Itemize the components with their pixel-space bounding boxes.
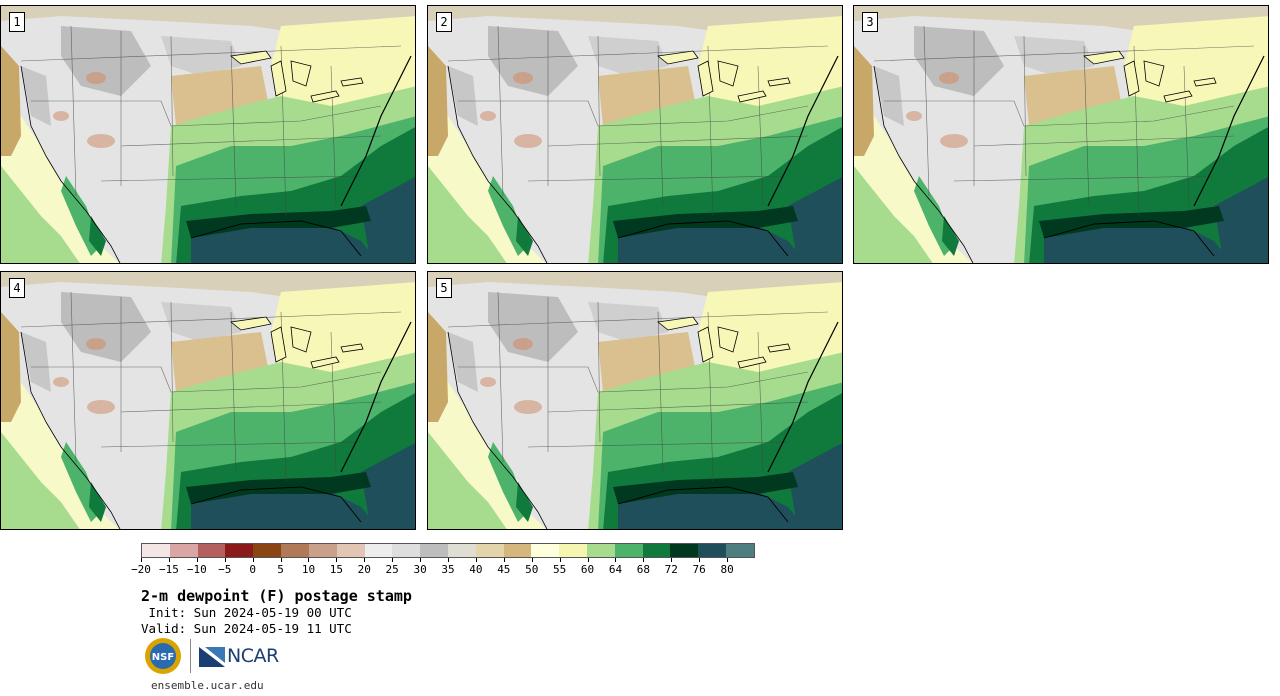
colorbar-cell: [197, 544, 226, 557]
panel-number: 3: [862, 12, 878, 32]
colorbar-tick: [475, 558, 477, 562]
colorbar-tick: [308, 558, 310, 562]
dewpoint-map: [428, 6, 842, 263]
logo-divider: [190, 639, 191, 673]
colorbar-tick-label: −10: [186, 563, 207, 576]
colorbar-tick-label: 68: [636, 563, 650, 576]
plot-title: 2-m dewpoint (F) postage stamp: [141, 587, 412, 605]
colorbar-tick-label: 25: [385, 563, 399, 576]
colorbar-cell: [392, 544, 421, 557]
colorbar-cell: [142, 544, 170, 557]
colorbar-tick: [196, 558, 198, 562]
dewpoint-map: [1, 272, 415, 529]
map-panel-5: 5: [427, 271, 843, 530]
colorbar-tick: [448, 558, 449, 562]
colorbar-tick: [587, 558, 589, 562]
ncar-logo-icon: [199, 647, 225, 667]
colorbar-tick: [364, 558, 366, 562]
colorbar: [141, 543, 755, 558]
nsf-logo-text: NSF: [152, 652, 174, 663]
colorbar-tick: [224, 558, 226, 562]
map-panel-1: 1: [0, 5, 416, 264]
colorbar-tick-label: 50: [525, 563, 539, 576]
colorbar-tick: [168, 558, 170, 562]
footer-url: ensemble.ucar.edu: [151, 679, 264, 692]
colorbar-tick: [392, 558, 394, 562]
colorbar-tick: [503, 558, 505, 562]
colorbar-cell: [587, 544, 615, 557]
colorbar-tick-label: 40: [469, 563, 483, 576]
colorbar-tick-label: 30: [413, 563, 427, 576]
colorbar-tick-label: 10: [301, 563, 316, 576]
colorbar-tick-label: 80: [720, 563, 734, 576]
colorbar-tick: [252, 558, 254, 562]
colorbar-tick-label: 35: [441, 563, 455, 576]
colorbar-tick: [643, 558, 645, 562]
colorbar-ticks: −20 −15 −10 −5 0 5 10 15 20 25 30 35 40 45 50 55 60 64 68 7…: [131, 558, 755, 578]
colorbar-tick: [531, 558, 533, 562]
logo-row: NSF NCAR: [144, 637, 279, 675]
colorbar-cell: [336, 544, 365, 557]
colorbar-cell: [420, 544, 448, 557]
colorbar-tick-label: −5: [218, 563, 232, 576]
colorbar-tick: [420, 558, 422, 562]
colorbar-cell: [698, 544, 727, 557]
colorbar-cell: [726, 544, 754, 557]
colorbar-tick-label: 0: [249, 563, 256, 576]
colorbar-cell: [642, 544, 671, 557]
colorbar-cell: [475, 544, 504, 557]
panel-number: 5: [436, 278, 452, 298]
colorbar-tick: [699, 558, 701, 562]
colorbar-cell: [447, 544, 476, 557]
colorbar-cell: [364, 544, 393, 557]
map-panel-4: 4: [0, 271, 416, 530]
colorbar-tick-label: 64: [608, 563, 623, 576]
ncar-logo-text: NCAR: [227, 645, 279, 667]
colorbar-cell: [169, 544, 198, 557]
colorbar-cell: [503, 544, 532, 557]
panel-number: 1: [9, 12, 25, 32]
valid-time: Valid: Sun 2024-05-19 11 UTC: [141, 621, 352, 636]
colorbar-tick: [141, 558, 142, 562]
colorbar-cell: [559, 544, 587, 557]
colorbar-cell: [253, 544, 282, 557]
colorbar-tick-label: −15: [158, 563, 179, 576]
nsf-logo-icon: NSF: [145, 638, 181, 674]
panel-number: 4: [9, 278, 25, 298]
map-panel-3: 3: [853, 5, 1269, 264]
colorbar-tick: [727, 558, 729, 562]
colorbar-tick-label: −20: [131, 563, 151, 576]
colorbar-tick: [336, 558, 338, 562]
colorbar-tick: [615, 558, 617, 562]
colorbar-tick-label: 15: [329, 563, 343, 576]
colorbar-cell: [670, 544, 699, 557]
colorbar-tick-label: 76: [692, 563, 706, 576]
panel-number: 2: [436, 12, 452, 32]
colorbar-cell: [281, 544, 309, 557]
colorbar-tick-label: 20: [357, 563, 371, 576]
dewpoint-map: [428, 272, 842, 529]
colorbar-tick: [559, 558, 561, 562]
colorbar-tick: [280, 558, 282, 562]
colorbar-tick: [671, 558, 673, 562]
colorbar-tick-label: 5: [277, 563, 284, 576]
init-time: Init: Sun 2024-05-19 00 UTC: [141, 605, 352, 620]
colorbar-tick-label: 72: [664, 563, 678, 576]
colorbar-cell: [308, 544, 337, 557]
dewpoint-map: [1, 6, 415, 263]
map-panel-2: 2: [427, 5, 843, 264]
colorbar-tick-label: 60: [580, 563, 595, 576]
colorbar-cell: [225, 544, 254, 557]
colorbar-tick-label: 45: [497, 563, 511, 576]
colorbar-tick-label: 55: [553, 563, 567, 576]
colorbar-cell: [531, 544, 560, 557]
dewpoint-map: [854, 6, 1268, 263]
colorbar-cell: [614, 544, 643, 557]
